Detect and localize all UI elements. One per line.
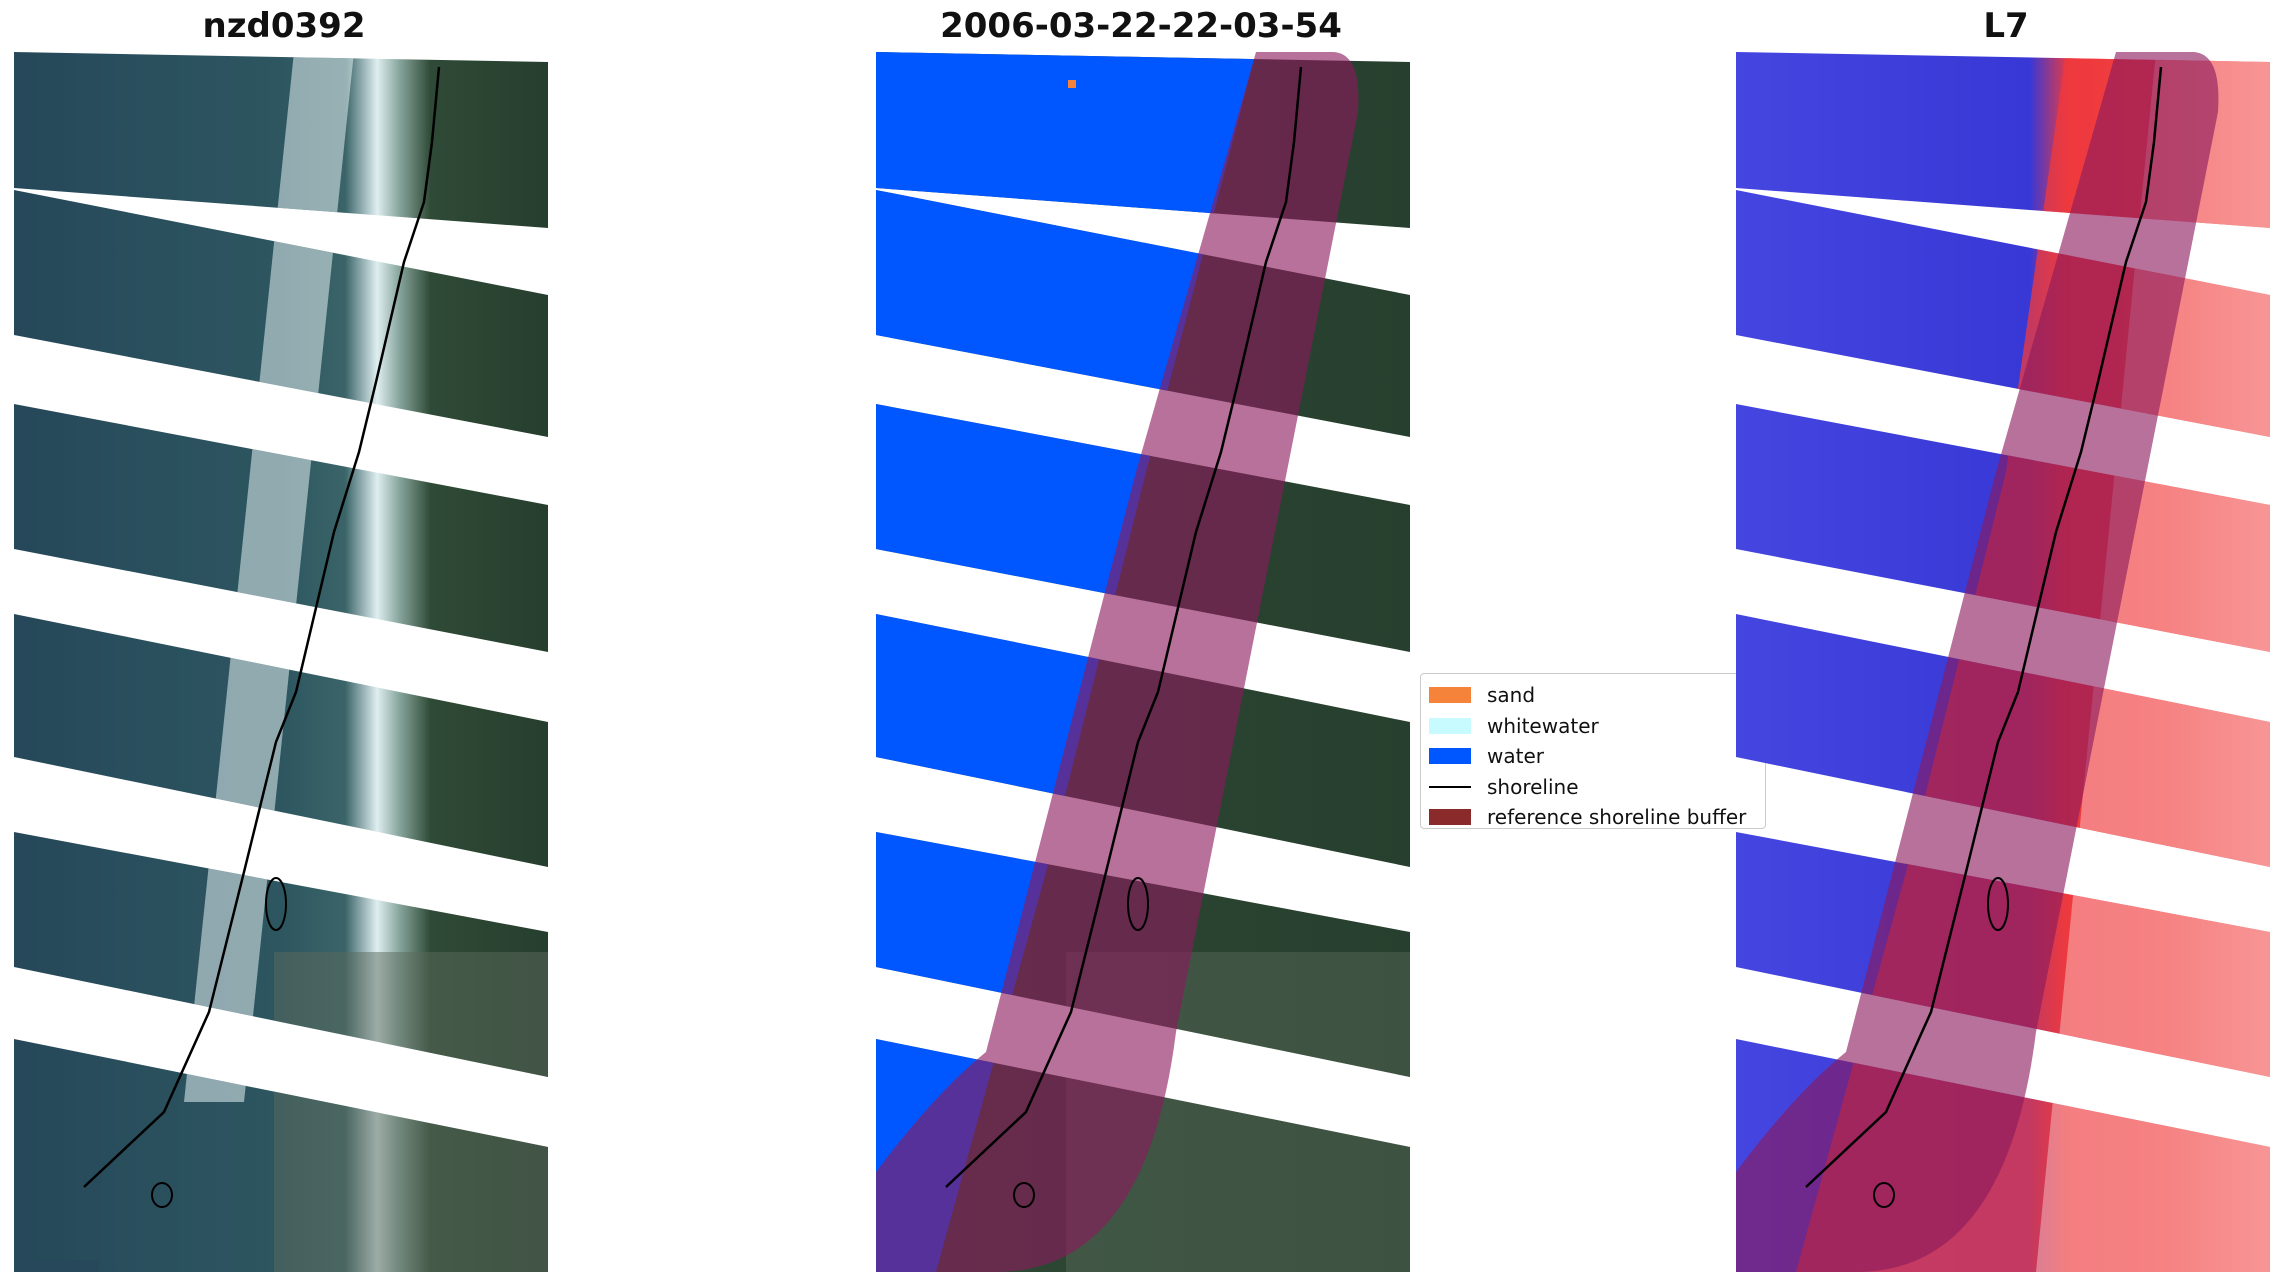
panel-title-classified: 2006-03-22-22-03-54 (940, 6, 1342, 46)
sand-swatch (1429, 687, 1471, 704)
legend-item-whitewater: whitewater (1429, 711, 1757, 742)
water-swatch (1429, 748, 1471, 765)
panel-title-index: L7 (1983, 6, 2029, 46)
legend-item-water: water (1429, 741, 1757, 772)
shoreline-line (1429, 785, 1471, 788)
shoreline-index (1805, 66, 2163, 1188)
legend-item-sand: sand (1429, 680, 1757, 711)
reference-shoreline-buffer (876, 52, 1359, 1272)
shoreline-rgb (83, 66, 441, 1188)
legend-item-shoreline: shoreline (1429, 772, 1757, 803)
buffer-swatch (1429, 809, 1471, 826)
rgb-image-panel (14, 52, 548, 1272)
panel-title-rgb: nzd0392 (202, 6, 366, 46)
sand-pixel (1068, 80, 1076, 88)
rgb-image (14, 52, 548, 1272)
shoreline-classified (945, 66, 1303, 1188)
classified-image (876, 52, 1410, 1272)
index-image-panel (1736, 52, 2270, 1272)
classified-image-panel (876, 52, 1410, 1272)
legend: sand whitewater water shoreline referenc… (1420, 673, 1766, 829)
legend-item-buffer: reference shoreline buffer (1429, 802, 1757, 833)
index-image (1736, 52, 2270, 1272)
whitewater-swatch (1429, 717, 1471, 734)
